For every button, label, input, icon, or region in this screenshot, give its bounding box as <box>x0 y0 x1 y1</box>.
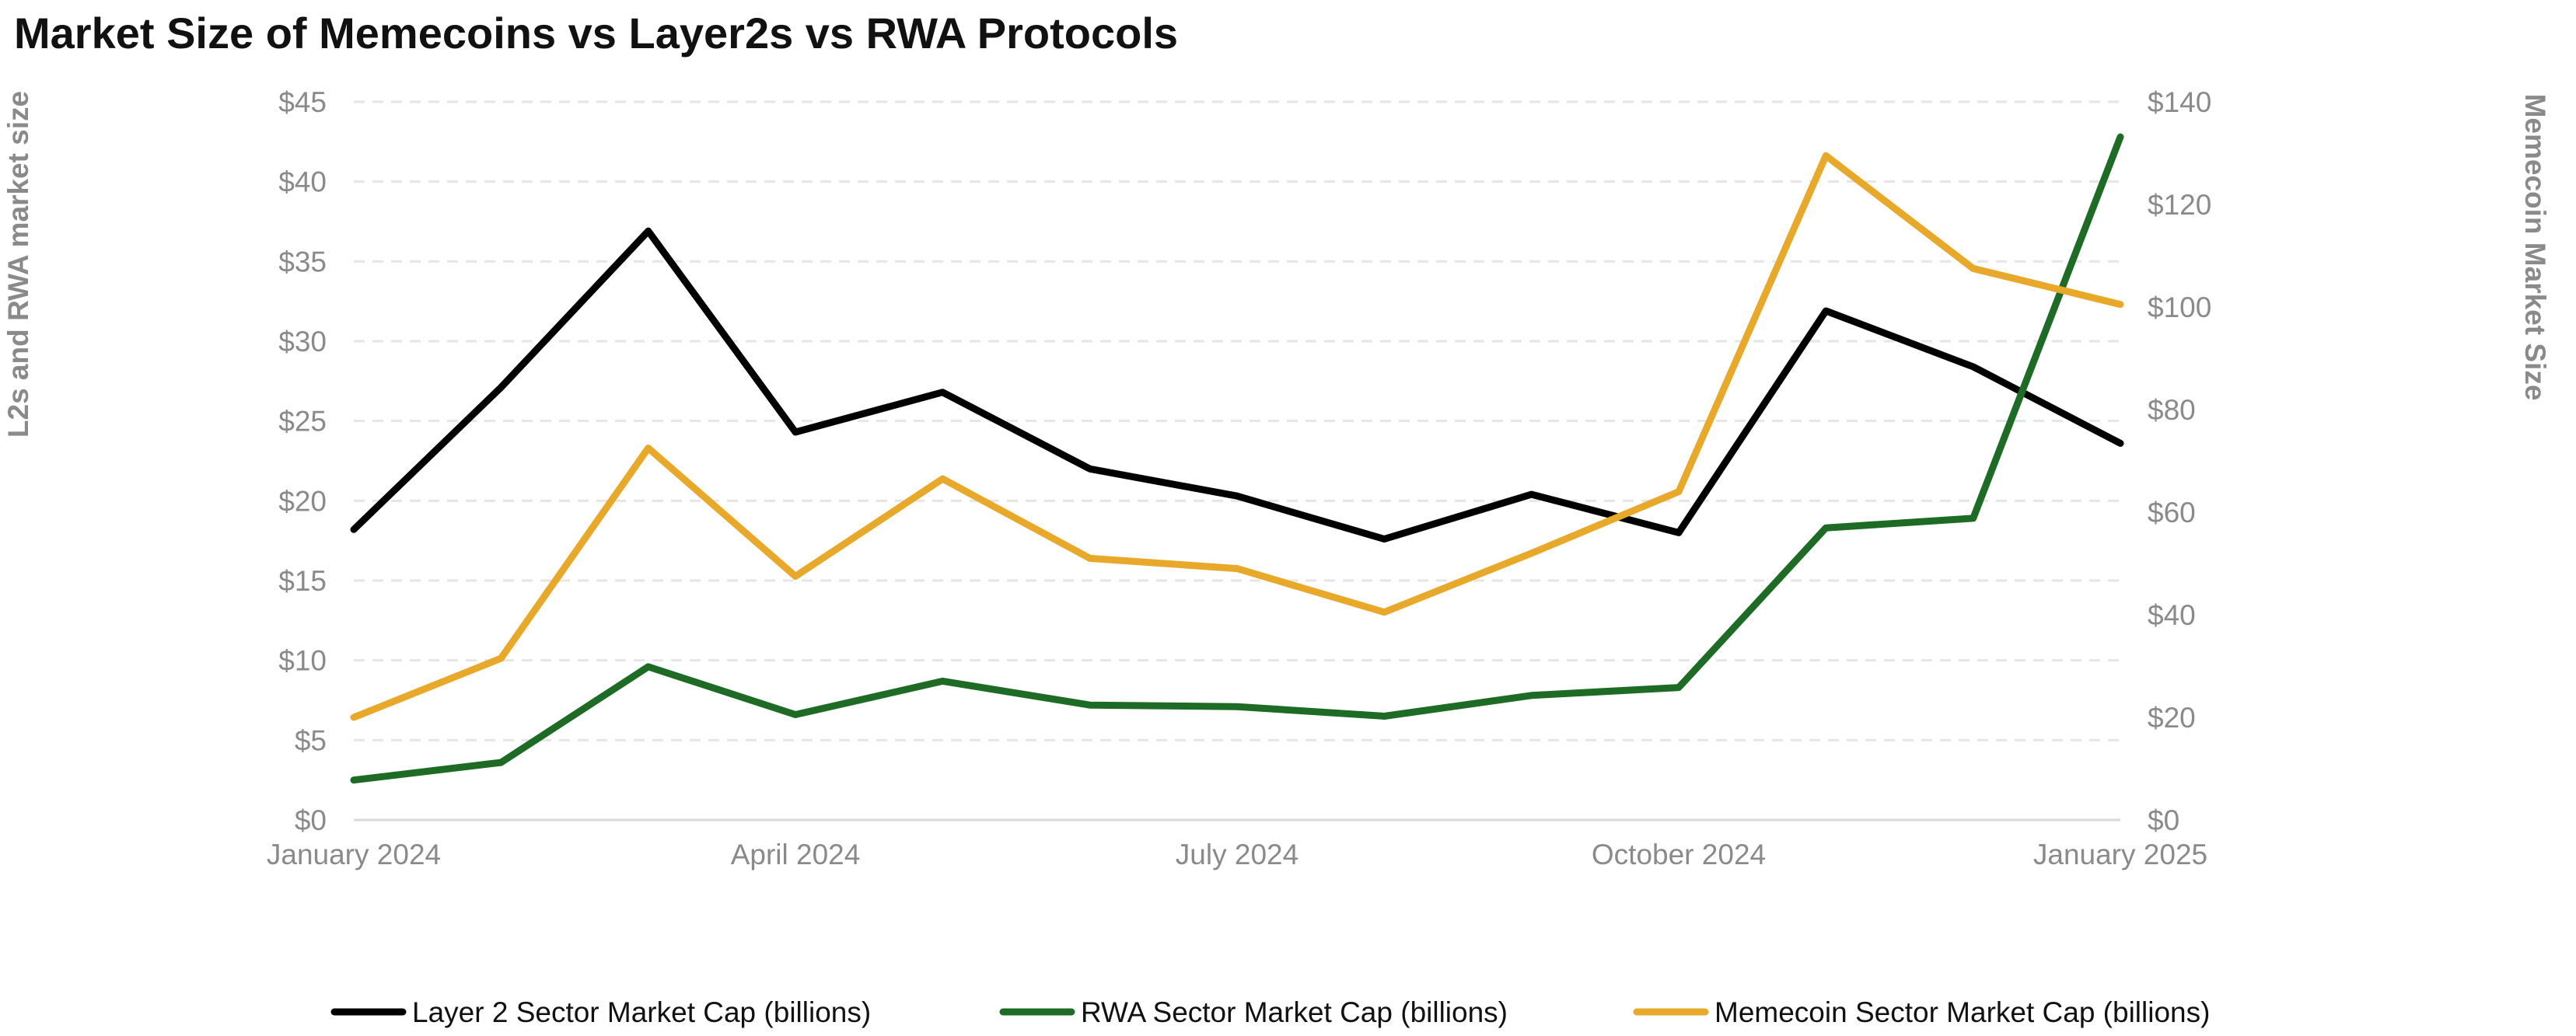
legend-label: RWA Sector Market Cap (billions) <box>1081 996 1508 1028</box>
series-line-rwa-sector-market-cap <box>350 133 2124 784</box>
left-tick-label: $15 <box>278 565 327 597</box>
left-tick-label: $35 <box>278 246 327 277</box>
left-tick-label: $30 <box>278 326 327 358</box>
x-tick-label: October 2024 <box>1592 839 1766 870</box>
series-lines <box>350 133 2124 784</box>
gridlines <box>354 100 2120 821</box>
chart-title: Market Size of Memecoins vs Layer2s vs R… <box>14 9 1178 58</box>
x-tick-label: January 2025 <box>2033 839 2207 870</box>
right-tick-label: $140 <box>2148 86 2211 118</box>
right-axis: $0 $20 $40 $60 $80 $100 $120 $140 <box>2148 86 2211 836</box>
series-line-layer-2-sector-market-cap <box>350 227 2124 543</box>
left-axis: $0 $5 $10 $15 $20 $25 $30 $35 $40 $45 <box>278 86 327 836</box>
left-tick-label: $0 <box>295 804 327 836</box>
left-tick-label: $25 <box>278 406 327 438</box>
series-line-memecoin-sector-market-cap <box>350 152 2124 721</box>
left-axis-title: L2s and RWA market size <box>2 91 34 438</box>
left-tick-label: $45 <box>278 86 327 118</box>
x-tick-label: January 2024 <box>267 839 441 870</box>
right-tick-label: $100 <box>2148 291 2211 323</box>
legend: Layer 2 Sector Market Cap (billions) RWA … <box>330 996 2210 1028</box>
x-tick-label: July 2024 <box>1176 839 1298 870</box>
right-tick-label: $40 <box>2148 599 2196 631</box>
legend-label: Memecoin Sector Market Cap (billions) <box>1714 996 2210 1028</box>
right-tick-label: $20 <box>2148 702 2196 734</box>
left-tick-label: $40 <box>278 166 327 198</box>
right-tick-label: $60 <box>2148 497 2196 528</box>
left-tick-label: $20 <box>278 485 327 517</box>
x-tick-label: April 2024 <box>731 839 861 870</box>
legend-item[interactable]: RWA Sector Market Cap (billions) <box>999 996 1508 1028</box>
legend-item[interactable]: Memecoin Sector Market Cap (billions) <box>1633 996 2210 1028</box>
right-tick-label: $80 <box>2148 394 2196 426</box>
legend-item[interactable]: Layer 2 Sector Market Cap (billions) <box>330 996 871 1028</box>
legend-label: Layer 2 Sector Market Cap (billions) <box>412 996 871 1028</box>
right-tick-label: $120 <box>2148 189 2211 221</box>
right-tick-label: $0 <box>2148 804 2179 836</box>
right-axis-title: Memecoin Market Size <box>2519 94 2551 401</box>
left-tick-label: $10 <box>278 645 327 677</box>
x-axis: January 2024 April 2024 July 2024 October 2… <box>267 839 2207 870</box>
left-tick-label: $5 <box>295 724 327 756</box>
